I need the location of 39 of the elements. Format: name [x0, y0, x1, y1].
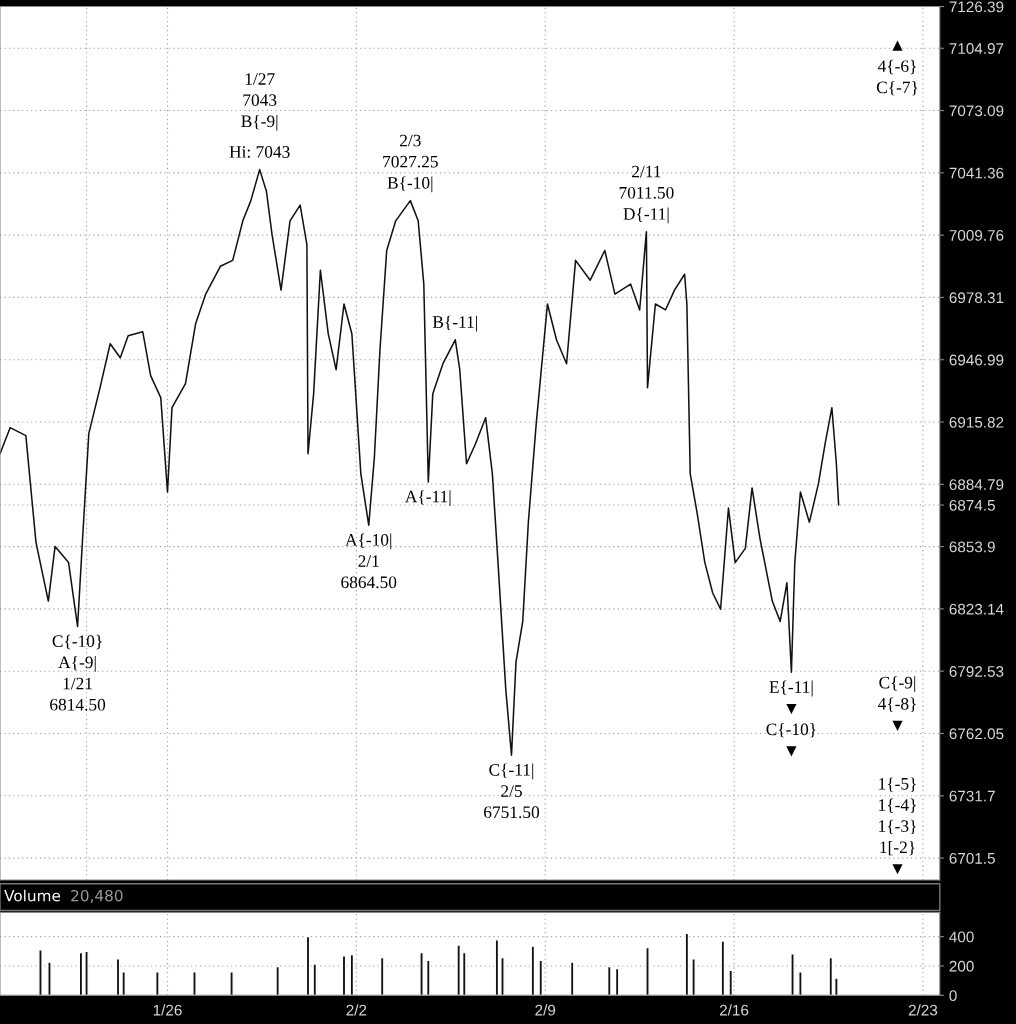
y-tick-label: 6978.31 — [949, 292, 1004, 304]
annotation: C{-10} A{-9| 1/21 6814.50 — [50, 634, 106, 711]
y-tick-label: 6884.79 — [949, 479, 1004, 491]
annotation: ▲ 4{-6} C{-7} — [876, 40, 918, 96]
y-tick-label: 7126.39 — [949, 1, 1004, 13]
text: 20,480 — [71, 889, 123, 904]
y-tick-label: 400 — [949, 931, 974, 943]
chart-title: Volume — [4, 889, 61, 902]
y-tick-label: 6853.9 — [949, 541, 995, 553]
y-tick-label: 200 — [949, 960, 974, 972]
y-tick-label: 0 — [949, 990, 957, 1002]
y-tick-label: 7041.36 — [949, 167, 1004, 179]
y-tick-label: 6915.82 — [949, 416, 1004, 428]
annotation: B{-11| — [432, 315, 477, 332]
annotation: A{-10| 2/1 6864.50 — [341, 533, 397, 589]
x-tick-label: 2/2 — [346, 1004, 367, 1016]
annotation: C{-11| 2/5 6751.50 — [484, 763, 540, 819]
x-tick-label: 2/23 — [908, 1004, 938, 1016]
x-tick-label: 2/16 — [719, 1004, 749, 1016]
y-tick-label: 6731.7 — [949, 790, 995, 802]
annotation: 2/3 7027.25 B{-10| — [383, 134, 438, 193]
y-tick-label: 6792.53 — [949, 666, 1004, 677]
y-tick-label: 7073.09 — [949, 105, 1004, 117]
y-tick-label: 6823.14 — [949, 603, 1004, 615]
y-tick-label: 6946.99 — [949, 354, 1004, 366]
y-tick-label: 6762.05 — [949, 728, 1004, 740]
y-tick-label: 7104.97 — [949, 43, 1004, 54]
annotation: 1{-5} 1{-4} 1{-3} 1[-2} ▼ — [879, 777, 916, 875]
annotation: A{-11| — [405, 490, 451, 507]
annotation: C{-9| 4{-8} ▼ — [877, 676, 916, 731]
x-tick-label: 2/9 — [535, 1004, 556, 1016]
annotation: E{-11| ▼ C{-10} ▼ — [766, 680, 816, 757]
x-tick-label: 1/26 — [153, 1004, 182, 1016]
annotation: Hi: 7043 — [229, 146, 290, 158]
annotation: 2/11 7011.50 D{-11| — [619, 165, 674, 224]
y-tick-label: 6874.5 — [949, 499, 995, 511]
annotation: 1/27 7043 B{-9| — [241, 73, 278, 131]
y-tick-label: 6701.5 — [949, 852, 995, 864]
y-tick-label: 7009.76 — [949, 230, 1004, 241]
